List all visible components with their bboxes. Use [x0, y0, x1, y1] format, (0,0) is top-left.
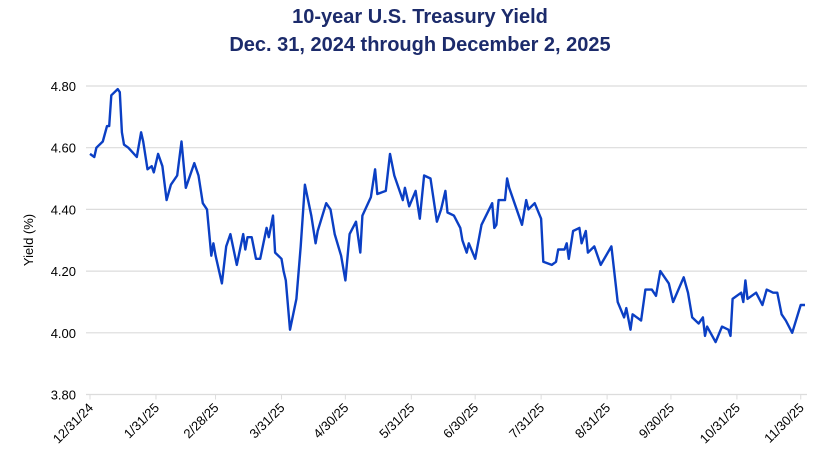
y-tick-label: 4.00 [51, 326, 76, 341]
x-tick-label: 2/28/25 [180, 400, 221, 441]
yield-line [89, 87, 805, 344]
y-tick-label: 4.60 [51, 141, 76, 156]
x-tick-label: 4/30/25 [310, 400, 351, 441]
x-tick-label: 8/31/25 [572, 400, 613, 441]
chart-subtitle: Dec. 31, 2024 through December 2, 2025 [229, 34, 611, 56]
x-tick-label: 1/31/25 [121, 400, 162, 441]
x-tick-label: 9/30/25 [636, 400, 677, 441]
x-tick-label: 3/31/25 [246, 400, 287, 441]
x-tick-label: 10/31/25 [697, 400, 743, 446]
x-tick-label: 7/31/25 [506, 400, 547, 441]
y-tick-label: 4.20 [51, 264, 76, 279]
y-tick-label: 4.80 [51, 79, 76, 94]
x-tick-label: 11/30/25 [761, 400, 807, 446]
x-tick-label: 12/31/24 [50, 400, 96, 446]
y-tick-label: 4.40 [51, 202, 76, 217]
chart-title: 10-year U.S. Treasury Yield [292, 6, 548, 28]
x-tick-label: 5/31/25 [376, 400, 417, 441]
y-tick-label: 3.80 [51, 388, 76, 403]
y-axis-label: Yield (%) [21, 214, 36, 266]
x-tick-label: 6/30/25 [440, 400, 481, 441]
